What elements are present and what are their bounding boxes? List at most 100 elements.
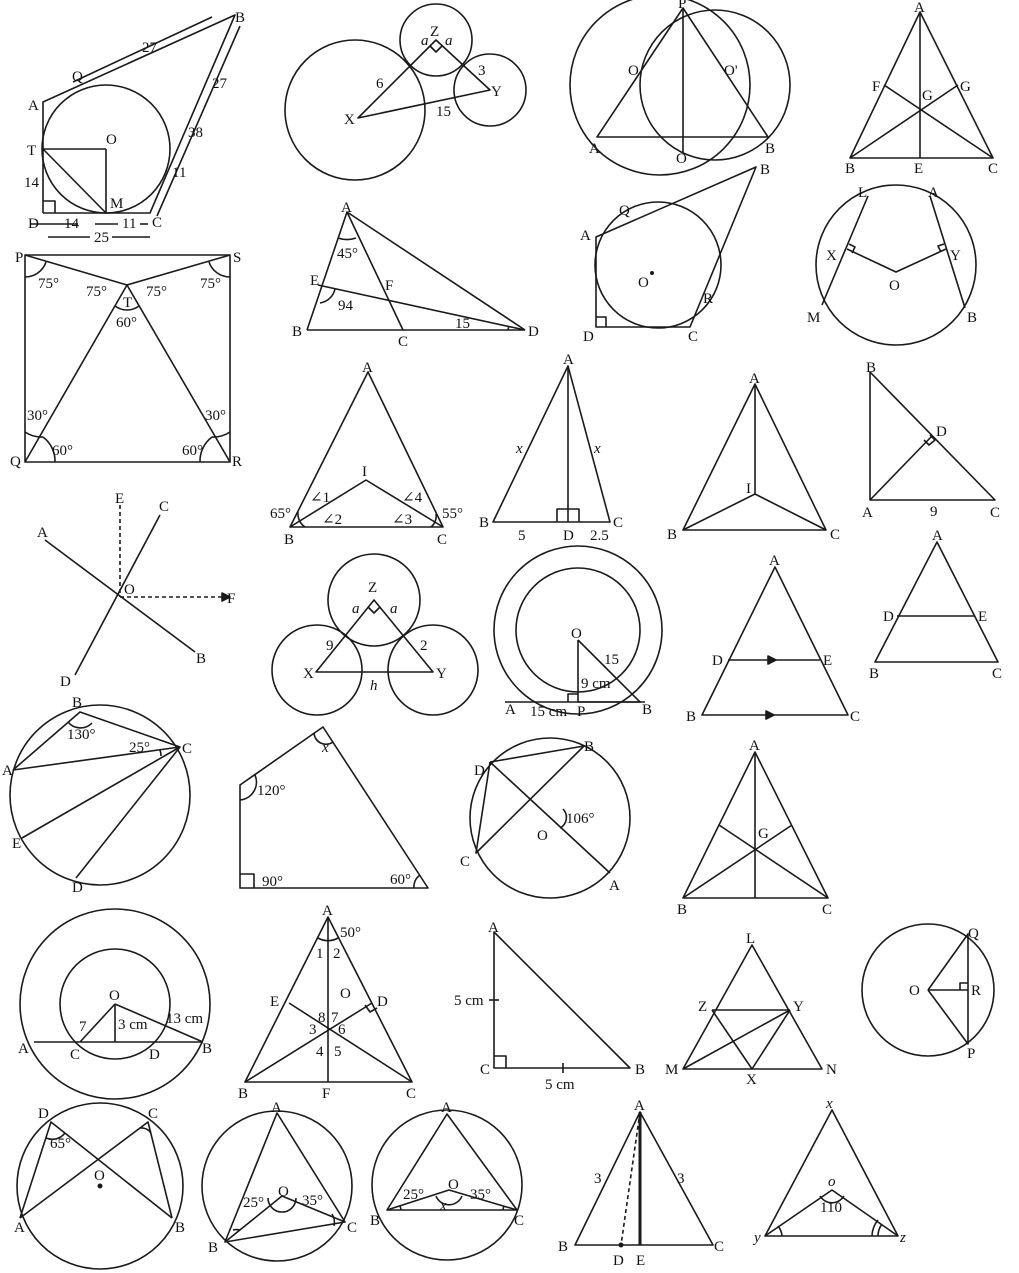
label: D — [563, 528, 574, 544]
label: 15 — [604, 652, 619, 668]
kite-incircle-figure: A B C D M O Q T 27 27 38 11 14 14 11 25 — [24, 10, 245, 246]
label: C — [152, 215, 162, 231]
label: D — [149, 1047, 160, 1063]
label: B — [642, 702, 652, 718]
label: O — [109, 988, 120, 1004]
label: 38 — [188, 125, 203, 141]
label: O — [94, 1168, 105, 1184]
right-triangle-altitude-figure: B D A 9 C — [862, 360, 1000, 521]
label: A — [271, 1100, 282, 1116]
label: D — [72, 880, 83, 896]
label: 25° — [243, 1195, 264, 1211]
label: D — [883, 609, 894, 625]
label: X — [746, 1072, 757, 1088]
label: 9 — [930, 504, 938, 520]
label: O — [340, 986, 351, 1002]
label: O — [909, 983, 920, 999]
label: Z — [698, 999, 707, 1015]
label: F — [227, 591, 235, 607]
label: Y — [436, 666, 447, 682]
label: A — [928, 185, 939, 201]
circle-chords-perp-figure: L A X Y O M B — [807, 184, 977, 346]
label: y — [752, 1230, 761, 1246]
label: A — [2, 763, 13, 779]
label: C — [148, 1106, 158, 1122]
label: 15 — [455, 316, 470, 332]
label: Z — [430, 24, 439, 40]
label: C — [460, 854, 470, 870]
label: 75° — [200, 276, 221, 292]
label: 14 — [64, 216, 80, 232]
quad-incircle-figure: B Q A O R D C — [580, 162, 770, 345]
label: B — [202, 1041, 212, 1057]
label: A — [914, 0, 925, 16]
label: B — [196, 651, 206, 667]
label: I — [746, 481, 751, 497]
label: z — [899, 1230, 906, 1246]
label: 2.5 — [590, 528, 609, 544]
label: B — [284, 532, 294, 548]
label: C — [182, 741, 192, 757]
label: O — [628, 63, 639, 79]
label: X — [344, 112, 355, 128]
label: T — [27, 143, 36, 159]
circle-inscribed-x-figure: A O 25° 35° x B C — [370, 1100, 524, 1261]
label: E — [310, 273, 319, 289]
label: B — [845, 161, 855, 177]
label: Z — [368, 580, 377, 596]
label: 9 — [326, 638, 334, 654]
label: a — [445, 33, 453, 49]
label: B — [765, 141, 775, 157]
label: S — [233, 250, 241, 266]
label: F — [385, 278, 393, 294]
label: P — [967, 1046, 975, 1062]
label: B — [667, 527, 677, 543]
label: Q — [72, 69, 83, 85]
label: A — [505, 702, 516, 718]
label: D — [712, 653, 723, 669]
label: M — [665, 1062, 678, 1078]
label: C — [992, 666, 1002, 682]
triangle-incenter-angles-figure: A I ∠1 ∠4 65° ∠2 ∠3 55° B C — [270, 360, 463, 548]
label: 65° — [270, 506, 291, 522]
label: A — [441, 1100, 452, 1116]
label: 7 — [79, 1019, 87, 1035]
label: E — [636, 1253, 645, 1269]
label: E — [978, 609, 987, 625]
label: 14 — [24, 175, 40, 191]
label: C — [613, 515, 623, 531]
label: Q — [619, 203, 630, 219]
label: C — [159, 499, 169, 515]
label: 110 — [820, 1200, 842, 1216]
label: A — [362, 360, 373, 376]
label: C — [70, 1047, 80, 1063]
label: B — [866, 360, 876, 376]
label: L — [858, 185, 867, 201]
label: Q — [968, 926, 979, 942]
label: C — [822, 902, 832, 918]
circle-inscribed-65-figure: D C 65° O A B — [14, 1102, 185, 1270]
label: R — [232, 454, 242, 470]
label: C — [988, 161, 998, 177]
label: x — [321, 740, 329, 756]
label: 11 — [122, 216, 136, 232]
label: D — [583, 329, 594, 345]
label: 2 — [333, 946, 341, 962]
label: D — [936, 424, 947, 440]
label: M — [807, 310, 820, 326]
label: O — [537, 828, 548, 844]
label: B — [235, 10, 245, 26]
label: A — [580, 228, 591, 244]
label: Y — [793, 999, 804, 1015]
intersecting-lines-figure: E C A O F D B — [37, 491, 235, 690]
triangle-midline-figure: A D E B C — [869, 528, 1002, 682]
label: R — [971, 983, 981, 999]
label: D — [28, 216, 39, 232]
label: 5 — [334, 1044, 342, 1060]
label: a — [352, 601, 360, 617]
label: A — [749, 738, 760, 754]
label: O — [676, 151, 687, 167]
label: D — [377, 994, 388, 1010]
label: 3 — [478, 63, 486, 79]
